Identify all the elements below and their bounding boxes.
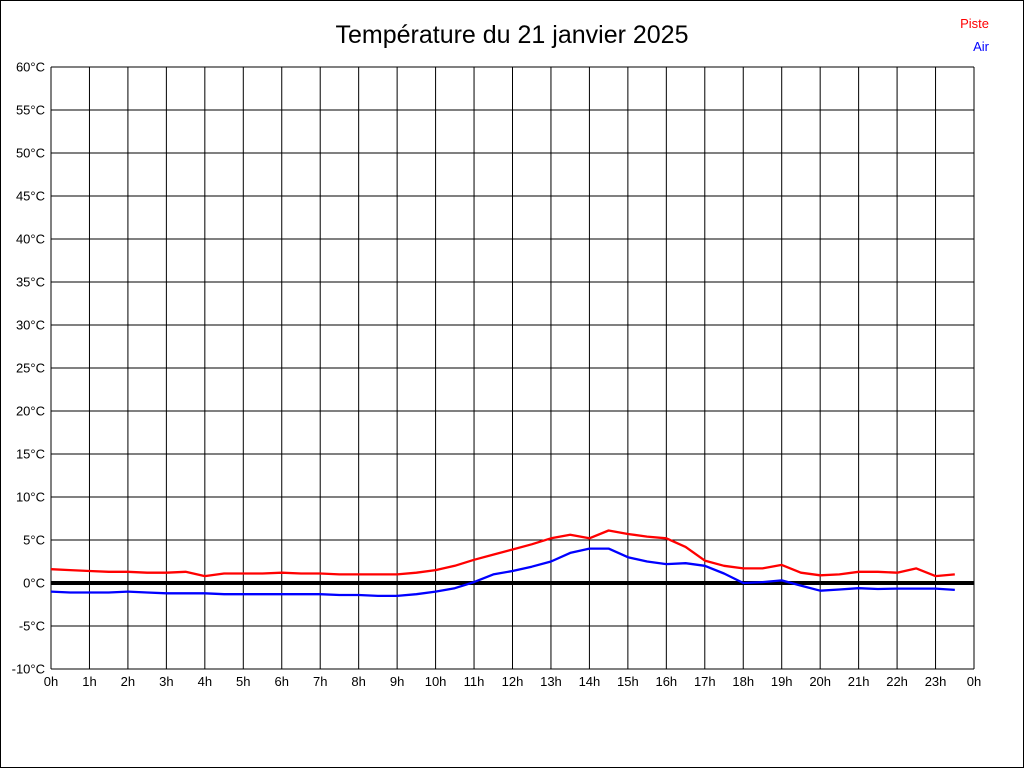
x-axis-label: 22h bbox=[886, 674, 908, 689]
y-axis-label: 35°C bbox=[16, 275, 45, 290]
series-line-piste bbox=[50, 529, 955, 578]
chart-title: Température du 21 janvier 2025 bbox=[335, 21, 689, 49]
y-axis-label: 20°C bbox=[16, 404, 45, 419]
legend-item-piste: Piste bbox=[960, 16, 989, 31]
x-axis-label: 0h bbox=[967, 674, 981, 689]
x-axis-label: 6h bbox=[275, 674, 289, 689]
chart-legend: Piste Air bbox=[960, 12, 989, 58]
y-axis-label: 25°C bbox=[16, 361, 45, 376]
x-axis-label: 3h bbox=[159, 674, 173, 689]
x-axis-label: 14h bbox=[579, 674, 601, 689]
x-axis-label: 13h bbox=[540, 674, 562, 689]
y-axis-label: -10°C bbox=[12, 662, 45, 677]
x-axis-label: 2h bbox=[121, 674, 135, 689]
y-axis-label: -5°C bbox=[19, 619, 45, 634]
y-axis-label: 50°C bbox=[16, 146, 45, 161]
y-axis-label: 40°C bbox=[16, 232, 45, 247]
x-axis-label: 10h bbox=[425, 674, 447, 689]
y-axis-label: 55°C bbox=[16, 103, 45, 118]
y-axis-label: 30°C bbox=[16, 318, 45, 333]
legend-item-air: Air bbox=[973, 39, 989, 54]
x-axis-label: 12h bbox=[502, 674, 524, 689]
y-axis-label: 0°C bbox=[23, 576, 45, 591]
x-axis-label: 8h bbox=[351, 674, 365, 689]
x-axis-label: 0h bbox=[44, 674, 58, 689]
x-axis-label: 1h bbox=[82, 674, 96, 689]
x-axis-label: 4h bbox=[198, 674, 212, 689]
y-axis-label: 10°C bbox=[16, 490, 45, 505]
x-axis-label: 21h bbox=[848, 674, 870, 689]
x-axis-label: 18h bbox=[732, 674, 754, 689]
y-axis-label: 60°C bbox=[16, 60, 45, 75]
x-axis-label: 15h bbox=[617, 674, 639, 689]
x-axis-label: 17h bbox=[694, 674, 716, 689]
x-axis-label: 7h bbox=[313, 674, 327, 689]
x-axis-label: 9h bbox=[390, 674, 404, 689]
y-axis-label: 15°C bbox=[16, 447, 45, 462]
x-axis-label: 20h bbox=[809, 674, 831, 689]
y-axis-label: 45°C bbox=[16, 189, 45, 204]
series-line-air bbox=[50, 547, 955, 598]
x-axis-label: 16h bbox=[655, 674, 677, 689]
x-axis-label: 11h bbox=[464, 674, 485, 689]
x-axis-label: 5h bbox=[236, 674, 250, 689]
x-axis-label: 23h bbox=[925, 674, 947, 689]
y-axis-label: 5°C bbox=[23, 533, 45, 548]
x-axis-label: 19h bbox=[771, 674, 793, 689]
